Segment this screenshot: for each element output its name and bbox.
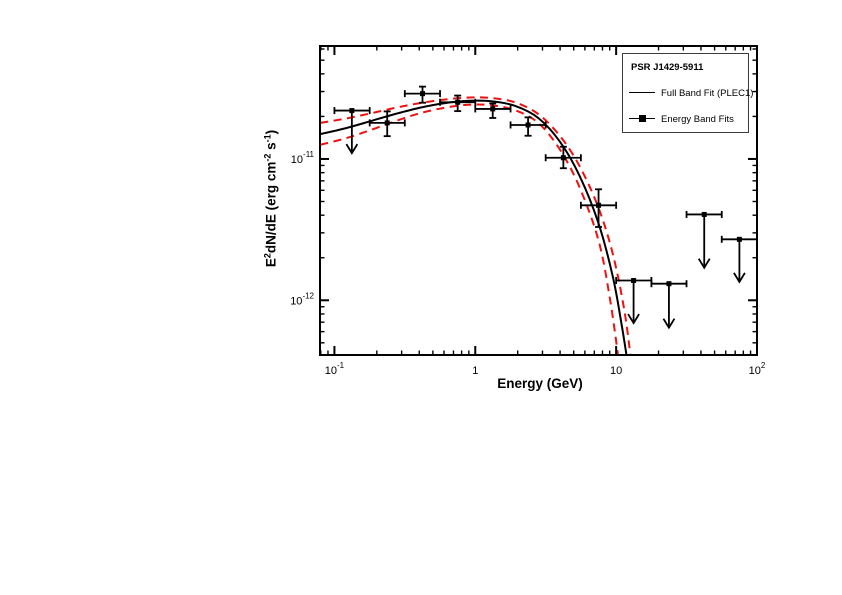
energy-band-point (368, 110, 406, 138)
square-marker (701, 211, 707, 217)
energy-band-point (403, 85, 441, 104)
line-square-marker-sample-icon (629, 111, 655, 127)
uncertainty-band-curve (320, 103, 619, 355)
legend-entry-label: Energy Band Fits (661, 113, 734, 125)
y-axis-title-text: dN/dE (erg cm (263, 161, 279, 254)
square-marker (490, 106, 496, 112)
square-marker (666, 281, 672, 287)
square-marker (560, 155, 566, 161)
fit-curve (320, 99, 628, 355)
y-axis-title-superscript: 2 (262, 253, 273, 259)
energy-band-point (579, 188, 618, 228)
square-marker (420, 91, 426, 97)
energy-band-points (368, 85, 618, 228)
fit-curves (320, 96, 632, 355)
uncertainty-band-curve (320, 96, 632, 355)
upper-limit-point (720, 235, 758, 284)
energy-band-point (439, 94, 477, 113)
upper-limit-point (333, 107, 371, 155)
square-marker (349, 108, 355, 114)
upper-limit-point (650, 280, 688, 330)
y-axis-title-superscript: -1 (262, 134, 273, 143)
down-arrow-icon (662, 318, 676, 330)
legend-entry-full-band-fit: Full Band Fit (PLEC1) (629, 85, 753, 101)
legend-entry-label: Full Band Fit (PLEC1) (661, 87, 754, 99)
down-arrow-icon (345, 143, 359, 155)
energy-band-point (544, 145, 582, 170)
upper-limit-point (685, 210, 723, 270)
x-axis-title: Energy (GeV) (497, 376, 583, 391)
y-axis-title: E2dN/dE (erg cm-2 s-1) (262, 39, 279, 359)
x-tick-label: 10-1 (325, 361, 345, 377)
y-axis-title-text: E (263, 258, 279, 268)
energy-band-point (474, 102, 512, 119)
legend-box: PSR J1429-5911 Full Band Fit (PLEC1) Ene… (622, 53, 753, 133)
solid-line-sample-icon (629, 85, 655, 101)
y-axis-title-superscript: -2 (262, 153, 273, 162)
upper-limits (333, 107, 758, 330)
down-arrow-icon (627, 313, 640, 325)
upper-limit-point (615, 277, 653, 325)
y-tick-label: 10-11 (291, 150, 315, 166)
down-arrow-icon (697, 258, 711, 270)
down-arrow-icon (733, 272, 746, 284)
energy-band-point (509, 116, 547, 137)
square-marker (736, 236, 742, 242)
plot-frame (319, 45, 758, 356)
legend-title: PSR J1429-5911 (631, 62, 704, 73)
y-tick-label: 10-12 (290, 291, 314, 307)
legend-entry-energy-band-fits: Energy Band Fits (629, 111, 734, 127)
x-tick-label: 102 (749, 361, 766, 377)
x-tick-label: 10 (610, 365, 622, 377)
square-marker (455, 99, 461, 105)
x-tick-label: 1 (472, 365, 478, 377)
square-marker (631, 278, 637, 284)
square-marker (384, 120, 390, 126)
square-marker (596, 202, 602, 208)
square-marker (525, 122, 531, 128)
y-axis-title-text: s (263, 142, 279, 154)
